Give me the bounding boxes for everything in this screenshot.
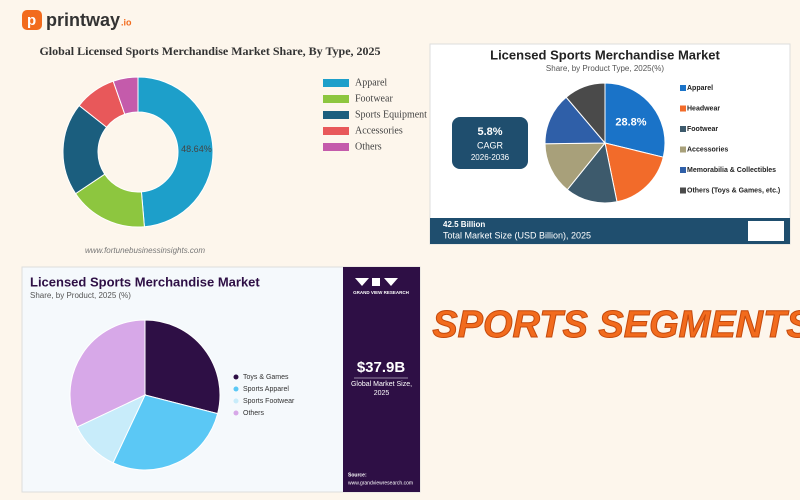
source-label: Source:	[348, 472, 367, 478]
slice	[544, 96, 607, 145]
chart-subtitle: Share, by Product Type, 2025(%)	[546, 64, 664, 73]
market-size-label: Global Market Size, 2025	[350, 381, 413, 397]
legend-label: Accessories	[687, 146, 728, 153]
legend-swatch	[680, 105, 686, 112]
market-size: $37.9B	[357, 359, 406, 376]
slice	[604, 142, 664, 203]
logo-badge	[748, 221, 784, 241]
legend-swatch	[680, 167, 686, 173]
legend-swatch	[233, 398, 239, 404]
slice	[137, 76, 214, 228]
cagr-box	[452, 117, 528, 169]
slice	[565, 82, 606, 145]
cagr-period: 2026-2036	[471, 153, 510, 162]
legend-swatch	[233, 410, 239, 416]
legend-label: Apparel	[355, 77, 387, 88]
cagr-label: CAGR	[477, 140, 504, 150]
logo-letter: p	[27, 12, 36, 29]
legend-swatch	[323, 95, 349, 103]
chart-title: Licensed Sports Merchandise Market	[30, 274, 260, 289]
legend-label: Sports Footwear	[243, 398, 295, 405]
legend-swatch	[323, 127, 349, 135]
legend-label: Headwear	[687, 105, 720, 112]
legend-label: Sports Equipment	[355, 109, 427, 120]
legend-swatch	[233, 386, 239, 392]
chart-title: Licensed Sports Merchandise Market	[490, 47, 720, 62]
chart-subtitle: Share, by Product, 2025 (%)	[30, 291, 131, 300]
legend-label: Footwear	[687, 126, 718, 133]
slice	[544, 142, 607, 191]
legend-swatch	[323, 79, 349, 87]
source: www.grandviewresearch.com	[348, 480, 413, 486]
brand: printway	[46, 10, 120, 30]
legend-swatch	[323, 143, 349, 151]
slice	[112, 394, 219, 471]
banner: SPORTS SEGMENTS	[432, 304, 800, 346]
legend-swatch	[680, 85, 686, 91]
legend-label: Apparel	[687, 85, 713, 92]
footer-bar	[430, 218, 790, 244]
market-size: 42.5 Billion	[443, 220, 485, 229]
legend-label: Sports Apparel	[243, 386, 289, 393]
legend-label: Memorabilia & Collectibles	[687, 167, 776, 174]
brand: GRAND VIEW RESEARCH	[353, 290, 409, 295]
value-label: 48.64%	[181, 144, 212, 154]
market-size-label: Total Market Size (USD Billion), 2025	[443, 230, 591, 240]
chart-title: Global Licensed Sports Merchandise Marke…	[39, 44, 380, 58]
logo-icon	[22, 10, 42, 30]
gvr-logo	[355, 278, 398, 286]
legend-label: Toys & Games	[243, 374, 289, 381]
legend-swatch	[233, 374, 239, 380]
legend-swatch	[323, 111, 349, 119]
side-panel	[343, 267, 420, 492]
slice	[112, 76, 139, 115]
source: www.fortunebusinessinsights.com	[85, 246, 205, 255]
slice	[604, 82, 666, 158]
brand-suffix: .io	[121, 17, 132, 27]
legend-label: Accessories	[355, 125, 403, 136]
market-size-label-box: Global Market Size, 2025	[350, 381, 413, 397]
slice	[566, 141, 618, 204]
legend-label: Others	[243, 410, 265, 417]
legend-label: Others (Toys & Games, etc.)	[687, 187, 780, 194]
legend-swatch	[680, 126, 686, 132]
legend-swatch	[680, 146, 686, 153]
value-label: 28.8%	[615, 117, 646, 129]
legend-swatch	[680, 187, 686, 194]
slice	[144, 319, 221, 415]
cagr-value: 5.8%	[477, 126, 502, 138]
legend-label: Others	[355, 141, 382, 152]
slice	[69, 319, 146, 428]
legend-label: Footwear	[355, 93, 393, 104]
